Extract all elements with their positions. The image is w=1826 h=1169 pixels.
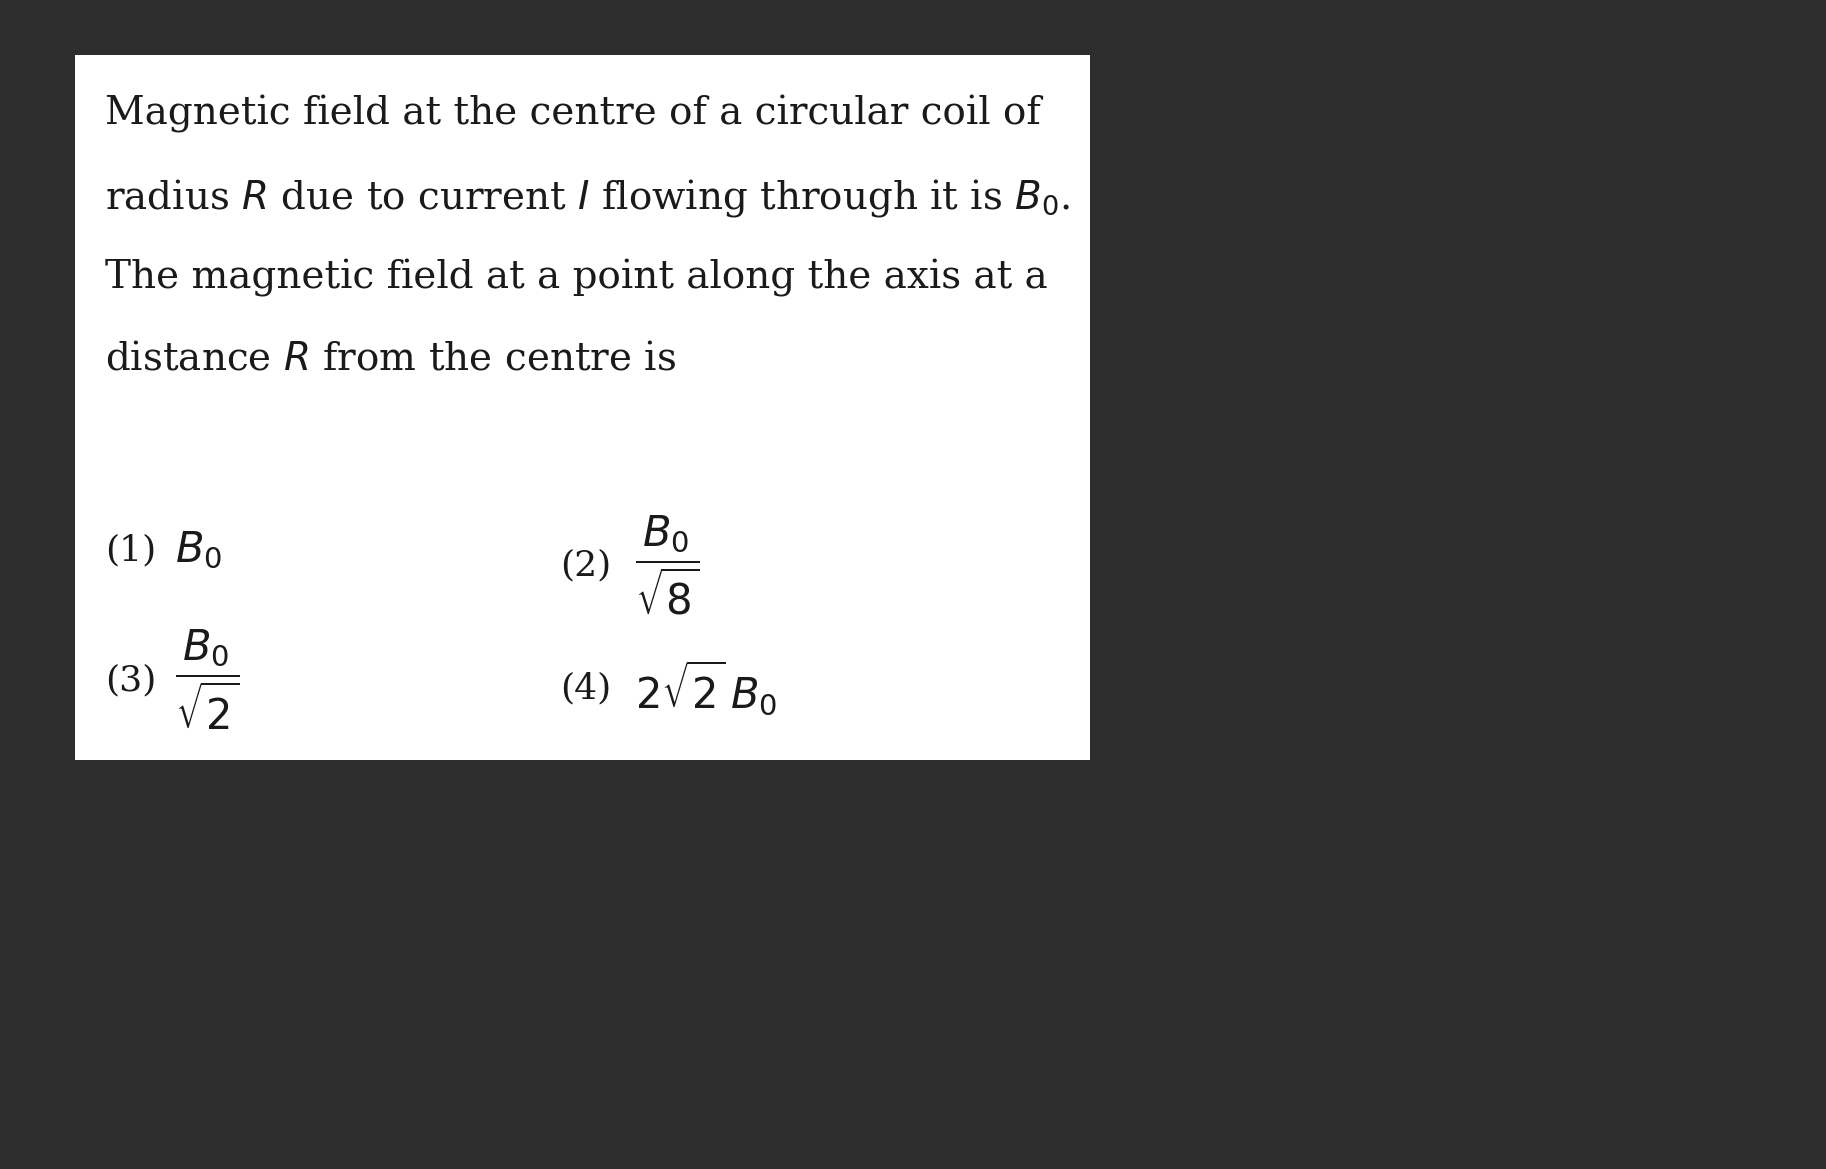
Text: (2): (2) bbox=[561, 548, 612, 582]
Text: $B_0$: $B_0$ bbox=[175, 530, 223, 570]
Text: distance $R$ from the centre is: distance $R$ from the centre is bbox=[106, 341, 676, 378]
Text: (3): (3) bbox=[106, 663, 157, 697]
Text: $\dfrac{B_0}{\sqrt{8}}$: $\dfrac{B_0}{\sqrt{8}}$ bbox=[635, 513, 699, 617]
Text: (1): (1) bbox=[106, 533, 157, 567]
Text: radius $R$ due to current $I$ flowing through it is $B_0$.: radius $R$ due to current $I$ flowing th… bbox=[106, 177, 1070, 219]
Text: $\dfrac{B_0}{\sqrt{2}}$: $\dfrac{B_0}{\sqrt{2}}$ bbox=[175, 628, 239, 732]
Text: $2\sqrt{2}\,B_0$: $2\sqrt{2}\,B_0$ bbox=[635, 658, 778, 718]
Text: (4): (4) bbox=[561, 671, 612, 705]
Text: Magnetic field at the centre of a circular coil of: Magnetic field at the centre of a circul… bbox=[106, 95, 1041, 133]
FancyBboxPatch shape bbox=[75, 55, 1090, 760]
Text: The magnetic field at a point along the axis at a: The magnetic field at a point along the … bbox=[106, 260, 1048, 297]
